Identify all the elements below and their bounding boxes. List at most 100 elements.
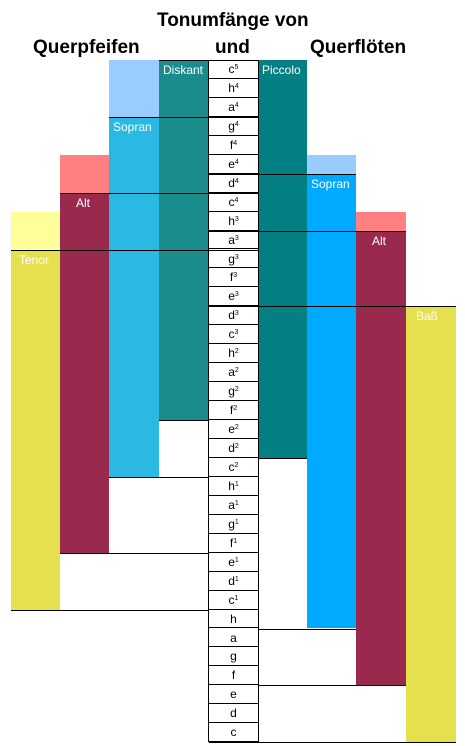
note-cell: c3 bbox=[209, 325, 258, 345]
note-octave: 5 bbox=[234, 64, 239, 71]
querfloeten-2-label: Alt bbox=[372, 233, 387, 248]
querpfeifen-2-bottom-line bbox=[109, 476, 209, 478]
note-cell: d1 bbox=[209, 572, 258, 591]
querpfeifen-3-bottom-line bbox=[159, 420, 209, 422]
note-name: g bbox=[228, 118, 235, 133]
bass-top-line bbox=[258, 306, 456, 308]
querpfeifen-0-range-extension bbox=[11, 211, 60, 250]
querfloeten-1-range-bar bbox=[307, 173, 356, 629]
note-name: e bbox=[230, 687, 237, 702]
note-cell: e4 bbox=[209, 155, 258, 174]
querpfeifen-0-label: Tenor bbox=[19, 252, 50, 267]
note-cell: a4 bbox=[209, 98, 258, 117]
floete-alt-top-line bbox=[209, 230, 406, 232]
querpfeifen-1-range-bar bbox=[60, 192, 109, 553]
note-octave: 4 bbox=[233, 139, 238, 147]
note-cell: c bbox=[209, 723, 258, 743]
note-cell: e bbox=[209, 685, 258, 705]
note-name: a bbox=[228, 99, 235, 114]
note-name: c bbox=[228, 327, 235, 342]
note-name: c bbox=[230, 725, 237, 740]
note-cell: a1 bbox=[209, 496, 258, 515]
note-cell: f3 bbox=[209, 268, 258, 288]
note-name: e bbox=[228, 289, 235, 304]
note-octave: 2 bbox=[234, 367, 239, 375]
note-cell: c4 bbox=[209, 193, 258, 212]
note-column-left-border bbox=[208, 60, 209, 743]
note-octave: 1 bbox=[234, 575, 239, 583]
querfloeten-2-range-extension bbox=[356, 211, 406, 231]
note-name: g bbox=[228, 251, 235, 266]
note-column-right-border bbox=[258, 60, 259, 743]
note-name: h bbox=[228, 478, 235, 493]
note-column-top-border bbox=[208, 60, 259, 61]
note-octave: 2 bbox=[234, 461, 239, 469]
tenor-top-line bbox=[11, 249, 258, 251]
note-octave: 4 bbox=[234, 120, 239, 128]
note-cell: c1 bbox=[209, 591, 258, 610]
note-name: e bbox=[228, 422, 235, 437]
note-cell: c2 bbox=[209, 458, 258, 477]
querfloeten-1-range-extension bbox=[307, 154, 356, 174]
note-octave: 2 bbox=[234, 424, 239, 432]
note-name: c bbox=[228, 592, 235, 607]
note-cell: h4 bbox=[209, 79, 258, 98]
title-querpfeifen: Querpfeifen bbox=[33, 37, 140, 58]
note-name: d bbox=[228, 175, 235, 190]
note-octave: 1 bbox=[234, 556, 239, 564]
note-octave: 1 bbox=[234, 480, 239, 488]
note-octave: 2 bbox=[234, 348, 239, 356]
querfloeten-2-range-bar bbox=[356, 230, 406, 686]
note-cell: h1 bbox=[209, 477, 258, 496]
note-octave: 3 bbox=[234, 215, 239, 223]
note-name: f bbox=[229, 137, 234, 152]
querpfeifen-1-bottom-line bbox=[60, 552, 209, 554]
note-name: f bbox=[231, 668, 236, 683]
note-cell: g bbox=[209, 647, 258, 667]
note-octave: 1 bbox=[233, 537, 238, 545]
note-name: e bbox=[228, 156, 235, 171]
querpfeifen-2-label: Sopran bbox=[113, 119, 152, 134]
note-octave: 2 bbox=[233, 405, 238, 413]
note-name: h bbox=[230, 611, 237, 626]
note-octave: 1 bbox=[234, 518, 239, 526]
note-name: a bbox=[228, 497, 235, 512]
note-octave: 4 bbox=[234, 101, 239, 109]
querfloeten-3-range-bar bbox=[406, 306, 456, 743]
note-octave: 4 bbox=[234, 177, 239, 185]
note-octave: 4 bbox=[234, 196, 239, 204]
querpfeifen-3-label: Diskant bbox=[163, 63, 204, 77]
note-name: d bbox=[230, 706, 237, 721]
note-octave: 3 bbox=[234, 253, 239, 261]
querfloeten-3-label: Baß bbox=[416, 309, 439, 324]
note-cell: d bbox=[209, 704, 258, 724]
title-line-1: Tonumfänge von bbox=[157, 10, 309, 31]
note-octave: 4 bbox=[234, 158, 239, 166]
note-octave: 2 bbox=[234, 386, 239, 394]
querpfeifen-0-range-bar bbox=[11, 249, 60, 610]
querfloeten-0-bottom-line bbox=[258, 457, 307, 459]
note-name: g bbox=[230, 649, 237, 664]
diskant-top-line bbox=[109, 116, 258, 118]
note-name: h bbox=[228, 346, 235, 361]
note-cell: g2 bbox=[209, 382, 258, 402]
alt-top-line bbox=[60, 192, 258, 194]
note-cell: a3 bbox=[209, 231, 258, 250]
note-name: e bbox=[228, 554, 235, 569]
note-cell: a2 bbox=[209, 363, 258, 383]
note-cell: h3 bbox=[209, 212, 258, 231]
note-cell: d3 bbox=[209, 306, 258, 326]
note-name: c bbox=[228, 194, 235, 209]
querfloeten-0-range-bar bbox=[258, 60, 307, 458]
note-octave: 1 bbox=[234, 499, 239, 507]
note-cell: f bbox=[209, 666, 258, 686]
note-cell: e3 bbox=[209, 287, 258, 307]
note-octave: 4 bbox=[234, 82, 239, 90]
note-cell: e1 bbox=[209, 553, 258, 572]
note-name: a bbox=[230, 630, 237, 645]
note-cell: h2 bbox=[209, 344, 258, 364]
note-cell: d2 bbox=[209, 439, 258, 458]
floete-sopran-top-line bbox=[209, 173, 356, 175]
querpfeifen-2-range-bar bbox=[109, 116, 159, 477]
